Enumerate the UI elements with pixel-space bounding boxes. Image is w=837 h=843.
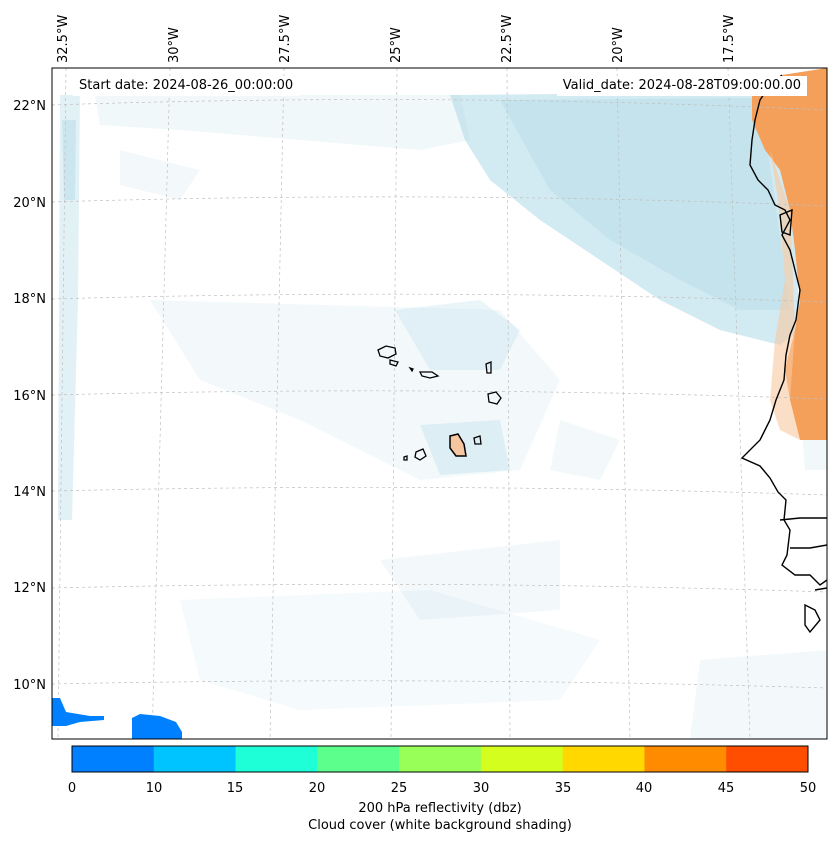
cloud-cover-shading bbox=[58, 92, 827, 739]
lon-label: 22.5°W bbox=[500, 15, 515, 63]
lon-label: 32.5°W bbox=[56, 15, 71, 63]
colorbar-segment bbox=[72, 746, 155, 772]
colorbar-segment bbox=[726, 746, 809, 772]
lat-label: 22°N bbox=[13, 99, 46, 114]
colorbar-tick: 50 bbox=[799, 781, 817, 796]
colorbar-tick: 25 bbox=[390, 781, 408, 796]
colorbar-tick: 10 bbox=[145, 781, 163, 796]
colorbar-segment bbox=[153, 746, 237, 772]
colorbar-segment bbox=[317, 746, 400, 772]
colorbar-label: 200 hPa reflectivity (dbz) bbox=[358, 801, 522, 816]
colorbar-tick: 35 bbox=[554, 781, 572, 796]
colorbar-tick: 15 bbox=[226, 781, 244, 796]
longitude-labels: 32.5°W 30°W 27.5°W 25°W 22.5°W 20°W 17.5… bbox=[56, 15, 737, 63]
lon-label: 30°W bbox=[167, 27, 182, 63]
colorbar-segment bbox=[562, 746, 645, 772]
lon-label: 27.5°W bbox=[278, 15, 293, 63]
colorbar-tick: 45 bbox=[717, 781, 735, 796]
colorbar-frame bbox=[71, 745, 809, 773]
lat-label: 10°N bbox=[13, 678, 46, 693]
colorbar-tick: 30 bbox=[472, 781, 490, 796]
valid-date-label: Valid_date: 2024-08-28T09:00:00.00 bbox=[556, 76, 807, 96]
colorbar-tick: 0 bbox=[67, 781, 77, 796]
lat-label: 12°N bbox=[13, 581, 46, 596]
reflectivity-echoes bbox=[52, 698, 182, 739]
cape-verde-islands bbox=[377, 345, 502, 461]
map-frame bbox=[51, 67, 828, 740]
lon-label: 25°W bbox=[389, 27, 404, 63]
colorbar-tick: 20 bbox=[308, 781, 326, 796]
colorbar-segment bbox=[235, 746, 318, 772]
colorbar-segment bbox=[644, 746, 727, 772]
lat-label: 20°N bbox=[13, 196, 46, 211]
colorbar-segment bbox=[399, 746, 482, 772]
colorbar bbox=[72, 746, 809, 772]
gridlines bbox=[52, 68, 827, 739]
latitude-labels: 22°N 20°N 18°N 16°N 14°N 12°N 10°N bbox=[13, 99, 46, 693]
lat-label: 16°N bbox=[13, 389, 46, 404]
colorbar-tick: 40 bbox=[635, 781, 653, 796]
colorbar-sublabel: Cloud cover (white background shading) bbox=[308, 818, 572, 833]
lon-label: 17.5°W bbox=[722, 15, 737, 63]
lat-label: 18°N bbox=[13, 292, 46, 307]
map-content bbox=[52, 68, 827, 739]
colorbar-segment bbox=[480, 746, 564, 772]
lon-label: 20°W bbox=[611, 27, 626, 63]
coastline bbox=[740, 74, 827, 634]
land-shading bbox=[450, 68, 827, 456]
lat-label: 14°N bbox=[13, 485, 46, 500]
start-date-label: Start date: 2024-08-26_00:00:00 bbox=[73, 76, 300, 96]
